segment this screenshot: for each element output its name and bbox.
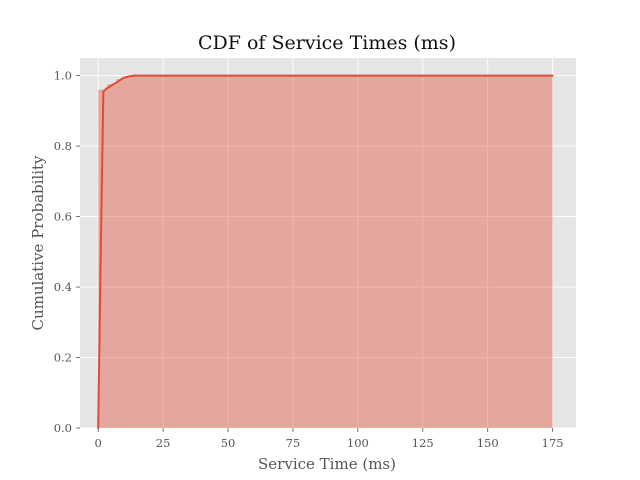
y-axis-label: Cumulative Probability xyxy=(29,155,47,331)
histogram-bar xyxy=(116,79,126,429)
x-tick-label: 75 xyxy=(286,436,301,450)
x-tick-label: 100 xyxy=(347,436,369,450)
histogram-bar xyxy=(98,89,108,428)
chart-title: CDF of Service Times (ms) xyxy=(198,32,456,54)
x-tick-label: 150 xyxy=(477,436,499,450)
y-axis-ticks: 0.0 0.2 0.4 0.6 0.8 1.0 xyxy=(54,69,80,435)
y-tick-label: 0.0 xyxy=(54,421,72,435)
cdf-series-line xyxy=(97,74,554,429)
y-tick-label: 1.0 xyxy=(54,69,72,83)
grid xyxy=(80,58,576,429)
x-axis-ticks: 0 25 50 75 100 125 150 175 xyxy=(95,428,564,450)
x-tick-label: 0 xyxy=(95,436,102,450)
histogram-bar xyxy=(134,75,144,428)
cdf-curve xyxy=(97,74,554,429)
x-axis-label: Service Time (ms) xyxy=(258,455,396,473)
x-tick-label: 25 xyxy=(156,436,171,450)
histogram-bar xyxy=(107,84,117,428)
histogram-bars xyxy=(98,75,553,429)
histogram-bar xyxy=(143,75,553,428)
x-tick-label: 50 xyxy=(221,436,236,450)
x-tick-label: 125 xyxy=(412,436,434,450)
x-tick-label: 175 xyxy=(542,436,564,450)
y-tick-label: 0.8 xyxy=(54,139,72,153)
y-tick-label: 0.6 xyxy=(54,210,72,224)
y-tick-label: 0.2 xyxy=(54,351,72,365)
histogram-bar xyxy=(125,76,135,429)
y-tick-label: 0.4 xyxy=(54,280,72,294)
